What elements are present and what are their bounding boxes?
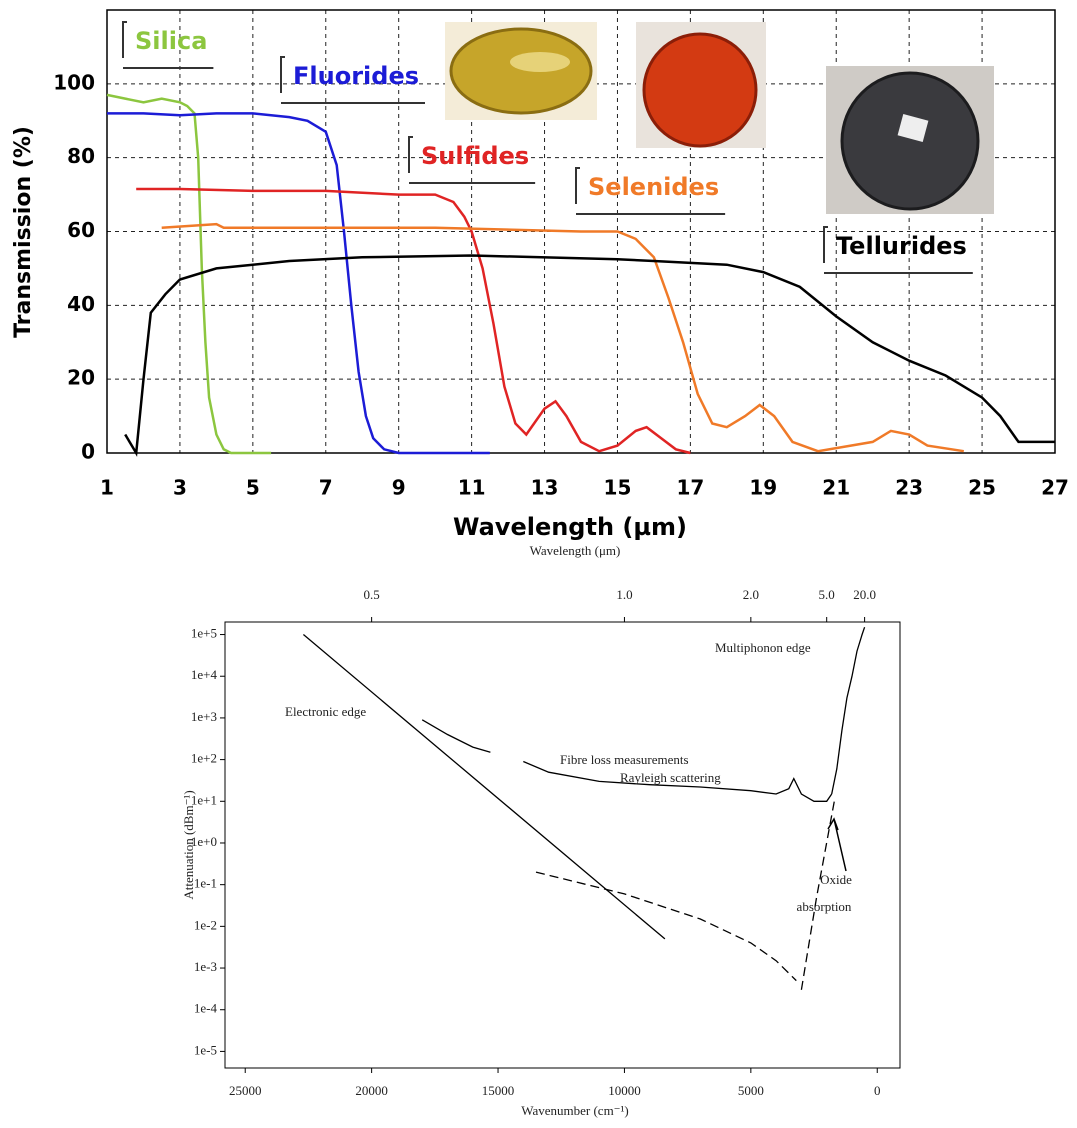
x-tick-label: 5000 [738, 1083, 764, 1098]
series-line [831, 626, 866, 795]
x-tick-label: 1 [100, 476, 114, 500]
x2-tick-label: 2.0 [743, 587, 759, 602]
y-tick-label: 1e+2 [191, 751, 217, 766]
x-tick-label: 19 [749, 476, 777, 500]
x-tick-label: 25000 [229, 1083, 262, 1098]
label-bracket [280, 56, 425, 104]
label-bracket [575, 167, 726, 215]
attenuation-chart: 25000 20000 15000 10000 5000 0 1e-5 1e-4 1e-3 1e-… [181, 543, 901, 1118]
series-line [106, 93, 272, 455]
y-tick-label: 1e+5 [191, 626, 217, 641]
x2-tick-label: 1.0 [616, 587, 632, 602]
y-tick-label: 1e+3 [191, 709, 217, 724]
series-label: Oxide absorption [797, 872, 853, 914]
photo-disc [840, 71, 980, 211]
plot-frame [106, 9, 1056, 454]
x-axis-title: Wavenumber (cm⁻¹) [521, 1103, 629, 1118]
photo-highlight [510, 52, 570, 72]
x-tick-label: 27 [1041, 476, 1069, 500]
x-tick-label: 5 [246, 476, 260, 500]
series-label: Electronic edge [285, 704, 366, 719]
y-tick-label: 1e-2 [194, 917, 217, 932]
x2-tick-label: 20.0 [853, 587, 876, 602]
transmission-chart: 1 3 5 7 9 11 13 15 17 19 21 23 25 27020406080100Wavel… [11, 9, 1069, 541]
y-axis-title: Transmission (%) [11, 126, 36, 338]
series-line [107, 112, 490, 455]
series-label: Fibre loss measurements [560, 752, 689, 767]
x2-tick-label: 0.5 [364, 587, 380, 602]
y-tick-label: 60 [67, 218, 95, 242]
y-tick-label: 100 [53, 70, 95, 94]
x-tick-label: 3 [173, 476, 187, 500]
series-label: Rayleigh scattering [620, 770, 721, 785]
series-label: Tellurides [836, 232, 967, 260]
y-tick-label: 1e+0 [191, 834, 217, 849]
series-label: Silica [135, 27, 207, 55]
y-tick-label: 1e-1 [194, 876, 217, 891]
series-line [136, 187, 691, 455]
series-line [535, 871, 797, 982]
y-axis-title: Attenuation (dBm⁻¹) [181, 790, 196, 899]
x-tick-label: 7 [319, 476, 333, 500]
x-tick-label: 25 [968, 476, 996, 500]
series-label: Fluorides [293, 62, 419, 90]
series-line [302, 634, 666, 940]
series-line [421, 719, 833, 802]
annotation-arrow [827, 817, 847, 872]
x2-axis-title: Wavelength (μm) [530, 543, 621, 558]
y-tick-label: 20 [67, 366, 95, 390]
x-tick-label: 10000 [608, 1083, 641, 1098]
y-tick-label: 1e-3 [194, 959, 217, 974]
series-label: Sulfides [421, 142, 529, 170]
photo-disc [642, 32, 758, 148]
x2-tick-label: 5.0 [819, 587, 835, 602]
x-tick-label: 0 [874, 1083, 881, 1098]
x-axis-title: Wavelength (µm) [453, 513, 687, 541]
photo-highlight [897, 114, 929, 142]
series-label: Multiphonon edge [715, 640, 811, 655]
plot-frame [224, 621, 901, 1069]
x-tick-label: 21 [822, 476, 850, 500]
x-tick-label: 13 [531, 476, 559, 500]
x-tick-label: 15 [604, 476, 632, 500]
y-tick-label: 1e-5 [194, 1042, 217, 1057]
x-tick-label: 11 [458, 476, 486, 500]
x-tick-label: 20000 [355, 1083, 388, 1098]
label-bracket [122, 21, 214, 69]
series-line [800, 801, 835, 990]
x-tick-label: 15000 [482, 1083, 515, 1098]
y-tick-label: 0 [81, 440, 95, 464]
photo-disc [449, 27, 593, 115]
y-tick-label: 40 [67, 292, 95, 316]
x-tick-label: 23 [895, 476, 923, 500]
x-tick-label: 9 [392, 476, 406, 500]
y-tick-label: 1e+1 [191, 792, 217, 807]
label-bracket [408, 136, 536, 184]
y-tick-label: 1e+4 [191, 667, 218, 682]
y-tick-label: 1e-4 [194, 1001, 218, 1016]
series-line [161, 222, 964, 453]
series-label: Selenides [588, 173, 719, 201]
label-bracket [823, 226, 973, 274]
series-line [124, 254, 1055, 457]
x-tick-label: 17 [676, 476, 704, 500]
y-tick-label: 80 [67, 144, 95, 168]
